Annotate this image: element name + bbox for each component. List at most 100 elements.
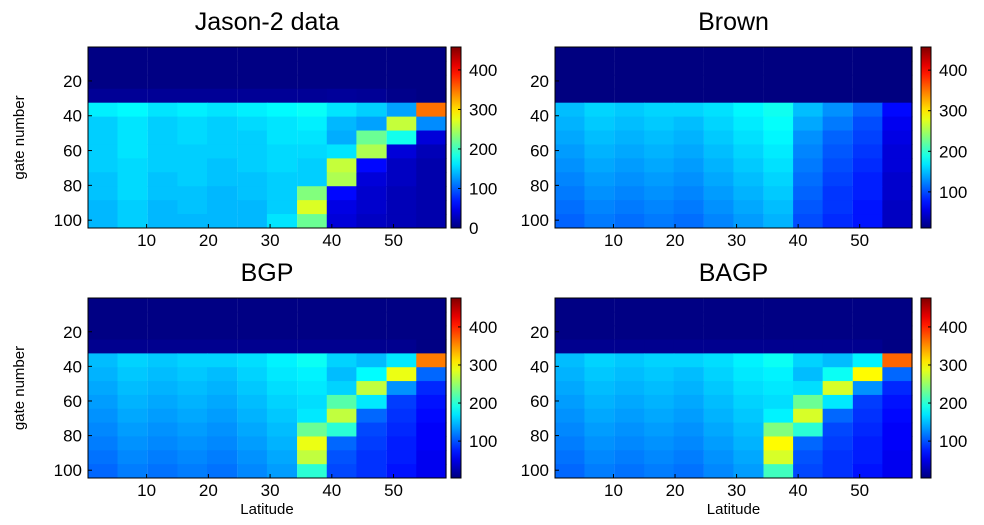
heatmap-cell: [852, 298, 884, 313]
heatmap-cell: [882, 408, 913, 424]
heatmap-cell: [644, 353, 675, 368]
heatmap-cell: [822, 60, 853, 76]
x-tick-label: 10: [137, 231, 156, 250]
heatmap-cell: [733, 47, 764, 62]
heatmap-cell: [793, 102, 824, 118]
heatmap-cell: [297, 102, 328, 118]
y-tick-label: 80: [63, 427, 82, 446]
heatmap-cell: [207, 394, 238, 410]
heatmap-cell: [644, 102, 675, 118]
heatmap-cell: [852, 408, 884, 424]
heatmap-cell: [386, 408, 417, 424]
heatmap-cell: [614, 464, 645, 479]
heatmap-cell: [882, 116, 913, 132]
heatmap-cell: [266, 311, 298, 327]
heatmap-cell: [87, 116, 119, 132]
heatmap-cell: [673, 186, 704, 201]
heatmap-cell: [326, 158, 358, 173]
heatmap-cell: [554, 436, 586, 451]
heatmap-cell: [733, 367, 764, 382]
heatmap-cell: [416, 200, 447, 215]
heatmap-cell: [147, 339, 179, 354]
heatmap-cell: [147, 102, 179, 118]
heatmap-cell: [852, 74, 884, 90]
heatmap-cell: [416, 172, 447, 187]
y-tick-label: 20: [530, 323, 549, 342]
heatmap-cell: [644, 200, 675, 215]
heatmap-cell: [882, 158, 913, 173]
heatmap-cell: [117, 130, 148, 145]
heatmap-cell: [673, 408, 704, 424]
heatmap-cell: [882, 394, 913, 410]
heatmap-cell: [614, 381, 645, 396]
heatmap-cell: [614, 47, 645, 62]
heatmap-cell: [822, 74, 853, 90]
heatmap-cell: [266, 325, 298, 341]
heatmap-cell: [386, 172, 417, 187]
heatmap-cell: [614, 367, 645, 382]
heatmap-cell: [117, 367, 148, 382]
heatmap-cell: [117, 74, 148, 90]
heatmap-cell: [793, 144, 824, 159]
heatmap-cell: [177, 422, 208, 437]
heatmap-cell: [793, 339, 824, 354]
heatmap-cell: [297, 47, 328, 62]
heatmap-cell: [822, 464, 853, 479]
heatmap-cell: [87, 88, 119, 104]
heatmap-cell: [793, 200, 824, 215]
heatmap-cell: [207, 214, 238, 229]
heatmap-cell: [644, 422, 675, 437]
heatmap-cell: [117, 116, 148, 132]
heatmap-cell: [852, 88, 884, 104]
heatmap-cell: [822, 200, 853, 215]
heatmap-cell: [584, 214, 615, 229]
heatmap-cell: [416, 102, 447, 118]
heatmap-cell: [237, 214, 268, 229]
heatmap-cell: [207, 353, 238, 368]
heatmap-cell: [733, 116, 764, 132]
y-tick-label: 80: [63, 176, 82, 195]
heatmap-cell: [703, 158, 735, 173]
colorbar-tick-label: 100: [469, 179, 497, 198]
heatmap-cell: [326, 450, 358, 465]
heatmap-cell: [416, 47, 447, 62]
x-tick-label: 20: [666, 481, 685, 500]
heatmap-cell: [793, 88, 824, 104]
heatmap-cell: [117, 408, 148, 424]
y-tick-label: 20: [63, 323, 82, 342]
heatmap-cell: [614, 339, 645, 354]
heatmap-cell: [822, 381, 853, 396]
heatmap-cell: [644, 214, 675, 229]
heatmap-cell: [703, 144, 735, 159]
heatmap-cell: [763, 186, 794, 201]
heatmap-cell: [237, 74, 268, 90]
y-tick-label: 100: [521, 461, 549, 480]
heatmap-cell: [822, 367, 853, 382]
heatmap-cell: [87, 394, 119, 410]
heatmap-cell: [386, 339, 417, 354]
heatmap-cell: [266, 408, 298, 424]
heatmap-cell: [237, 381, 268, 396]
y-axis-label: gate number: [11, 95, 28, 179]
heatmap-cell: [673, 102, 704, 118]
heatmap-cell: [673, 144, 704, 159]
plot-frame: [554, 46, 913, 229]
heatmap-cell: [266, 394, 298, 410]
heatmap-cell: [177, 74, 208, 90]
heatmap-cell: [326, 464, 358, 479]
heatmap-cell: [703, 394, 735, 410]
x-tick-label: 50: [384, 231, 403, 250]
heatmap-cell: [852, 186, 884, 201]
heatmap-cell: [584, 311, 615, 327]
heatmap-cell: [386, 311, 417, 327]
heatmap-cell: [416, 353, 447, 368]
heatmap-cell: [584, 60, 615, 76]
colorbar-tick-label: 300: [469, 100, 497, 119]
heatmap-cell: [584, 353, 615, 368]
heatmap-cell: [822, 158, 853, 173]
heatmap-cell: [733, 381, 764, 396]
heatmap-cell: [356, 298, 387, 313]
heatmap-cell: [356, 60, 387, 76]
heatmap-cell: [822, 450, 853, 465]
colorbar-tick-label: 100: [939, 183, 967, 202]
